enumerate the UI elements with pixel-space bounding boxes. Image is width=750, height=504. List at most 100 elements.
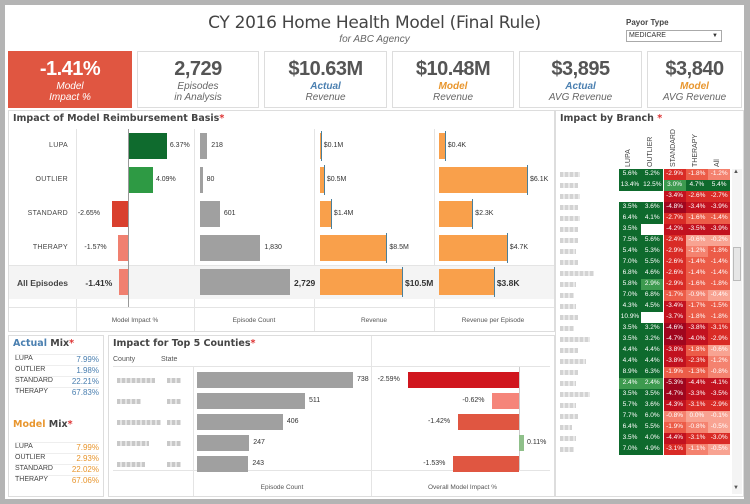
revenue-bar[interactable] [320,167,324,193]
heatmap-cell[interactable]: -1.8% [685,345,708,356]
revenue-per-episode-bar[interactable] [439,235,507,261]
heatmap-cell[interactable]: 5.6% [641,235,664,246]
heatmap-cell[interactable]: 4.1% [641,213,664,224]
heatmap-cell[interactable]: 3.6% [641,202,664,213]
heatmap-cell[interactable]: -2.9% [708,334,731,345]
heatmap-cell[interactable]: -0.9% [685,290,708,301]
heatmap-cell[interactable]: -1.4% [708,213,731,224]
heatmap-cell[interactable]: 7.0% [619,444,641,455]
heatmap-cell[interactable]: 7.5% [619,235,641,246]
heatmap-cell[interactable]: -0.8% [663,411,686,422]
revenue-bar[interactable] [320,235,387,261]
heatmap-cell[interactable]: -2.9% [708,400,731,411]
heatmap-cell[interactable]: 4.7% [685,180,708,191]
heatmap-cell[interactable]: -1.8% [708,279,731,290]
heatmap-cell[interactable]: 0.0% [685,411,708,422]
heatmap-cell[interactable]: -4.1% [708,378,731,389]
heatmap-cell[interactable]: 4.4% [619,356,641,367]
heatmap-cell[interactable]: -3.0% [708,433,731,444]
heatmap-cell[interactable]: -1.4% [685,257,708,268]
heatmap-cell[interactable]: -2.3% [685,356,708,367]
heatmap-cell[interactable]: 2.4% [641,378,664,389]
heatmap-cell[interactable] [641,312,664,323]
heatmap-cell[interactable]: -1.8% [708,312,731,323]
heatmap-cell[interactable]: 8.9% [619,367,641,378]
heatmap-cell[interactable]: -1.2% [708,356,731,367]
heatmap-cell[interactable]: -4.8% [663,202,686,213]
heatmap-cell[interactable]: -3.3% [685,389,708,400]
county-episode-bar[interactable] [197,372,353,388]
county-episode-bar[interactable] [197,393,306,409]
heatmap-cell[interactable]: -1.4% [708,257,731,268]
heatmap-cell[interactable]: -3.7% [663,312,686,323]
impact-bar[interactable] [118,235,128,261]
heatmap-cell[interactable]: 4.5% [641,301,664,312]
heatmap-cell[interactable]: 3.5% [619,334,641,345]
heatmap-cell[interactable]: -1.3% [685,367,708,378]
heatmap-cell[interactable]: -3.4% [685,202,708,213]
heatmap-cell[interactable]: -3.9% [708,224,731,235]
heatmap-cell[interactable]: -2.4% [663,235,686,246]
heatmap-cell[interactable]: 3.2% [641,334,664,345]
heatmap-cell[interactable]: 4.6% [641,268,664,279]
heatmap-cell[interactable]: 5.7% [619,400,641,411]
heatmap-cell[interactable]: -4.7% [663,389,686,400]
revenue-bar[interactable] [320,133,321,159]
heatmap-cell[interactable]: 4.4% [641,345,664,356]
heatmap-cell[interactable]: -3.9% [708,202,731,213]
revenue-per-episode-bar[interactable] [439,167,527,193]
heatmap-cell[interactable]: 4.4% [641,356,664,367]
heatmap-cell[interactable]: 6.3% [641,367,664,378]
heatmap-cell[interactable]: 4.0% [641,433,664,444]
heatmap-cell[interactable] [641,224,664,235]
county-episode-bar[interactable] [197,435,250,451]
heatmap-cell[interactable]: -3.1% [685,433,708,444]
heatmap-cell[interactable]: 6.4% [619,422,641,433]
heatmap-cell[interactable]: 5.8% [619,279,641,290]
heatmap-cell[interactable]: 5.2% [641,169,664,180]
heatmap-cell[interactable]: -1.8% [708,246,731,257]
heatmap-cell[interactable]: 3.5% [641,389,664,400]
heatmap-cell[interactable]: -3.1% [663,444,686,455]
revenue-per-episode-bar[interactable] [439,133,445,159]
heatmap-cell[interactable]: -1.4% [685,268,708,279]
episode-count-bar[interactable] [200,167,203,193]
heatmap-cell[interactable]: 6.8% [641,290,664,301]
heatmap-cell[interactable]: -1.2% [708,169,731,180]
heatmap-cell[interactable]: -1.2% [685,246,708,257]
heatmap-cell[interactable]: 12.5% [641,180,664,191]
heatmap-cell[interactable]: -4.7% [663,334,686,345]
heatmap-cell[interactable]: -0.5% [708,422,731,433]
county-impact-bar[interactable] [457,414,519,430]
heatmap-cell[interactable]: -2.6% [663,268,686,279]
heatmap-cell[interactable]: 4.9% [641,444,664,455]
heatmap-cell[interactable]: -1.8% [685,169,708,180]
heatmap-cell[interactable]: -1.1% [685,444,708,455]
heatmap-cell[interactable]: -0.8% [708,367,731,378]
heatmap-cell[interactable]: -3.5% [708,389,731,400]
heatmap-cell[interactable]: 5.4% [708,180,731,191]
heatmap-cell[interactable]: 3.5% [619,224,641,235]
heatmap-cell[interactable]: -2.9% [663,246,686,257]
impact-bar[interactable] [128,133,167,159]
heatmap-cell[interactable]: -1.6% [685,213,708,224]
revenue-bar[interactable] [320,269,402,295]
heatmap-cell[interactable]: -0.2% [708,235,731,246]
payor-type-dropdown[interactable]: MEDICARE ▼ [626,30,722,42]
heatmap-cell[interactable]: -0.1% [708,411,731,422]
impact-bar[interactable] [111,201,128,227]
heatmap-cell[interactable]: -3.8% [685,323,708,334]
impact-bar[interactable] [119,269,128,295]
heatmap-cell[interactable]: -1.7% [685,301,708,312]
episode-count-bar[interactable] [200,201,220,227]
heatmap-cell[interactable]: 5.4% [619,246,641,257]
heatmap-cell[interactable]: -4.4% [663,433,686,444]
heatmap-scrollbar[interactable]: ▲ ▼ [732,169,742,494]
heatmap-cell[interactable]: -0.4% [708,290,731,301]
heatmap-cell[interactable]: 5.6% [619,169,641,180]
scrollbar-thumb[interactable] [733,247,741,281]
heatmap-cell[interactable]: 3.0% [663,180,686,191]
heatmap-cell[interactable]: -1.7% [663,290,686,301]
heatmap-cell[interactable]: -2.6% [663,257,686,268]
heatmap-cell[interactable] [641,191,664,202]
